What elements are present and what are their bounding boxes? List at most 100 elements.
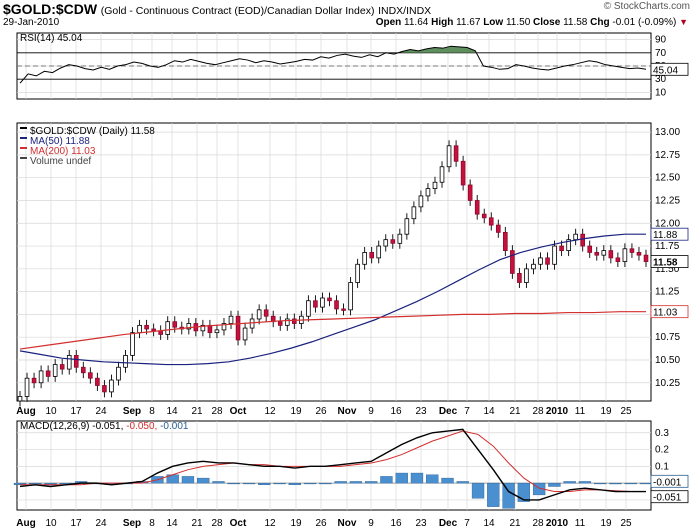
macd-x-label: 28 (532, 518, 544, 529)
candle-body (524, 268, 529, 283)
macd-x-label: 26 (315, 518, 327, 529)
price-x-label: Dec (439, 406, 458, 417)
price-x-label: Sep (123, 406, 141, 417)
candle-body (622, 248, 628, 262)
candle-body (594, 252, 600, 256)
chart-title: $GOLD:$CDW (Gold - Continuous Contract (… (3, 1, 431, 17)
macd-histogram-bar (227, 482, 240, 485)
macd-tick-label: 0.1 (655, 461, 669, 472)
macd-last-value: -0.051 (653, 493, 682, 504)
candle-body (277, 321, 283, 326)
high-label: High (431, 17, 454, 28)
price-x-label: 23 (415, 406, 427, 417)
close-label: Close (533, 17, 561, 28)
candle-body (545, 257, 550, 265)
price-x-label: 14 (166, 406, 178, 417)
candle-body (411, 206, 417, 220)
candle-body (249, 318, 255, 329)
macd-legend-part: -0.051, (89, 421, 123, 432)
macd-legend-part: MACD(12,26,9) (20, 421, 89, 432)
macd-x-label: Sep (123, 518, 141, 529)
ma50-last-value-box (650, 227, 689, 241)
macd-legend: MACD(12,26,9) -0.051, -0.050, -0.001 (20, 421, 189, 432)
ohlc-summary: Open 11.64 High 11.67 Low 11.50 Close 11… (376, 17, 688, 28)
macd-histogram-bar (609, 482, 622, 485)
price-tick-label: 12.25 (655, 195, 680, 206)
price-tick-label: 10.25 (655, 378, 680, 389)
candle-body (165, 321, 171, 335)
price-x-label: Oct (230, 406, 247, 417)
price-tick-label: 12.00 (655, 218, 680, 229)
candle-body (242, 327, 248, 341)
macd-histogram-bar (29, 482, 42, 485)
macd-histogram-bar (502, 482, 515, 509)
macd-x-label: 24 (95, 518, 107, 529)
ma200-legend: MA(200) 11.03 (30, 146, 96, 157)
ma200-legend-swatch (20, 147, 27, 149)
candle-body (284, 318, 290, 326)
macd-histogram-bar (410, 472, 424, 484)
macd-x-label: 8 (149, 518, 155, 529)
price-x-label: 21 (509, 406, 521, 417)
price-x-label: 21 (191, 406, 203, 417)
ma50-legend-swatch (20, 137, 27, 139)
rsi-overbought-fill (402, 46, 476, 53)
macd-x-label: 19 (290, 518, 302, 529)
candle-body (531, 263, 536, 270)
price-x-label: 25 (620, 406, 632, 417)
price-x-label: 17 (70, 406, 82, 417)
price-x-label: 28 (532, 406, 544, 417)
candle-body (390, 239, 396, 244)
open-value: 11.64 (404, 17, 429, 28)
candle-body (73, 355, 79, 368)
macd-histogram-bar (242, 482, 256, 485)
price-legend-swatch (20, 127, 27, 129)
macd-x-label: 9 (368, 518, 374, 529)
candle-body (467, 184, 473, 201)
candle-body (397, 233, 403, 244)
candle-body (383, 239, 389, 247)
candle-body (263, 309, 269, 317)
candle-body (59, 364, 65, 370)
macd-x-label: 16 (390, 518, 402, 529)
candle-body (235, 315, 241, 341)
macd-histogram-bar (319, 482, 332, 485)
candle-body (474, 200, 480, 215)
macd-histogram-bar (471, 482, 485, 499)
price-x-label: 10 (45, 406, 57, 417)
candle-body (123, 355, 128, 368)
candle-body (446, 145, 452, 168)
candle-body (17, 396, 23, 402)
candle-body (517, 272, 522, 283)
price-x-label: 8 (149, 406, 155, 417)
candle-body (362, 252, 367, 265)
candle-body (376, 245, 382, 259)
stockcharts-logo[interactable]: © StockCharts.com (603, 1, 690, 12)
candle-body (432, 181, 438, 190)
macd-histogram-bar (487, 482, 500, 507)
macd-tick-label: 0.3 (655, 428, 669, 439)
candle-body (453, 145, 459, 162)
macd-legend-part: -0.001 (157, 421, 189, 432)
macd-histogram-bar (334, 481, 347, 484)
high-value: 11.67 (456, 17, 481, 28)
candle-body (355, 263, 360, 283)
low-label: Low (483, 17, 504, 28)
macd-x-label: 21 (509, 518, 521, 529)
volume-legend: Volume undef (30, 156, 91, 167)
candle-body (151, 328, 156, 332)
macd-histogram-bar (197, 477, 210, 484)
macd-histogram-bar (212, 481, 225, 484)
macd-histogram-bar (563, 481, 576, 484)
price-x-label: 19 (290, 406, 302, 417)
candle-body (439, 166, 445, 183)
macd-x-label: Aug (16, 518, 35, 529)
candle-body (31, 377, 37, 384)
candle-body (418, 195, 424, 208)
price-x-label: Aug (16, 406, 35, 417)
rsi-line (19, 45, 647, 84)
candle-body (292, 318, 297, 324)
candle-body (88, 372, 93, 379)
candle-body (369, 252, 374, 259)
price-x-label: 16 (390, 406, 402, 417)
